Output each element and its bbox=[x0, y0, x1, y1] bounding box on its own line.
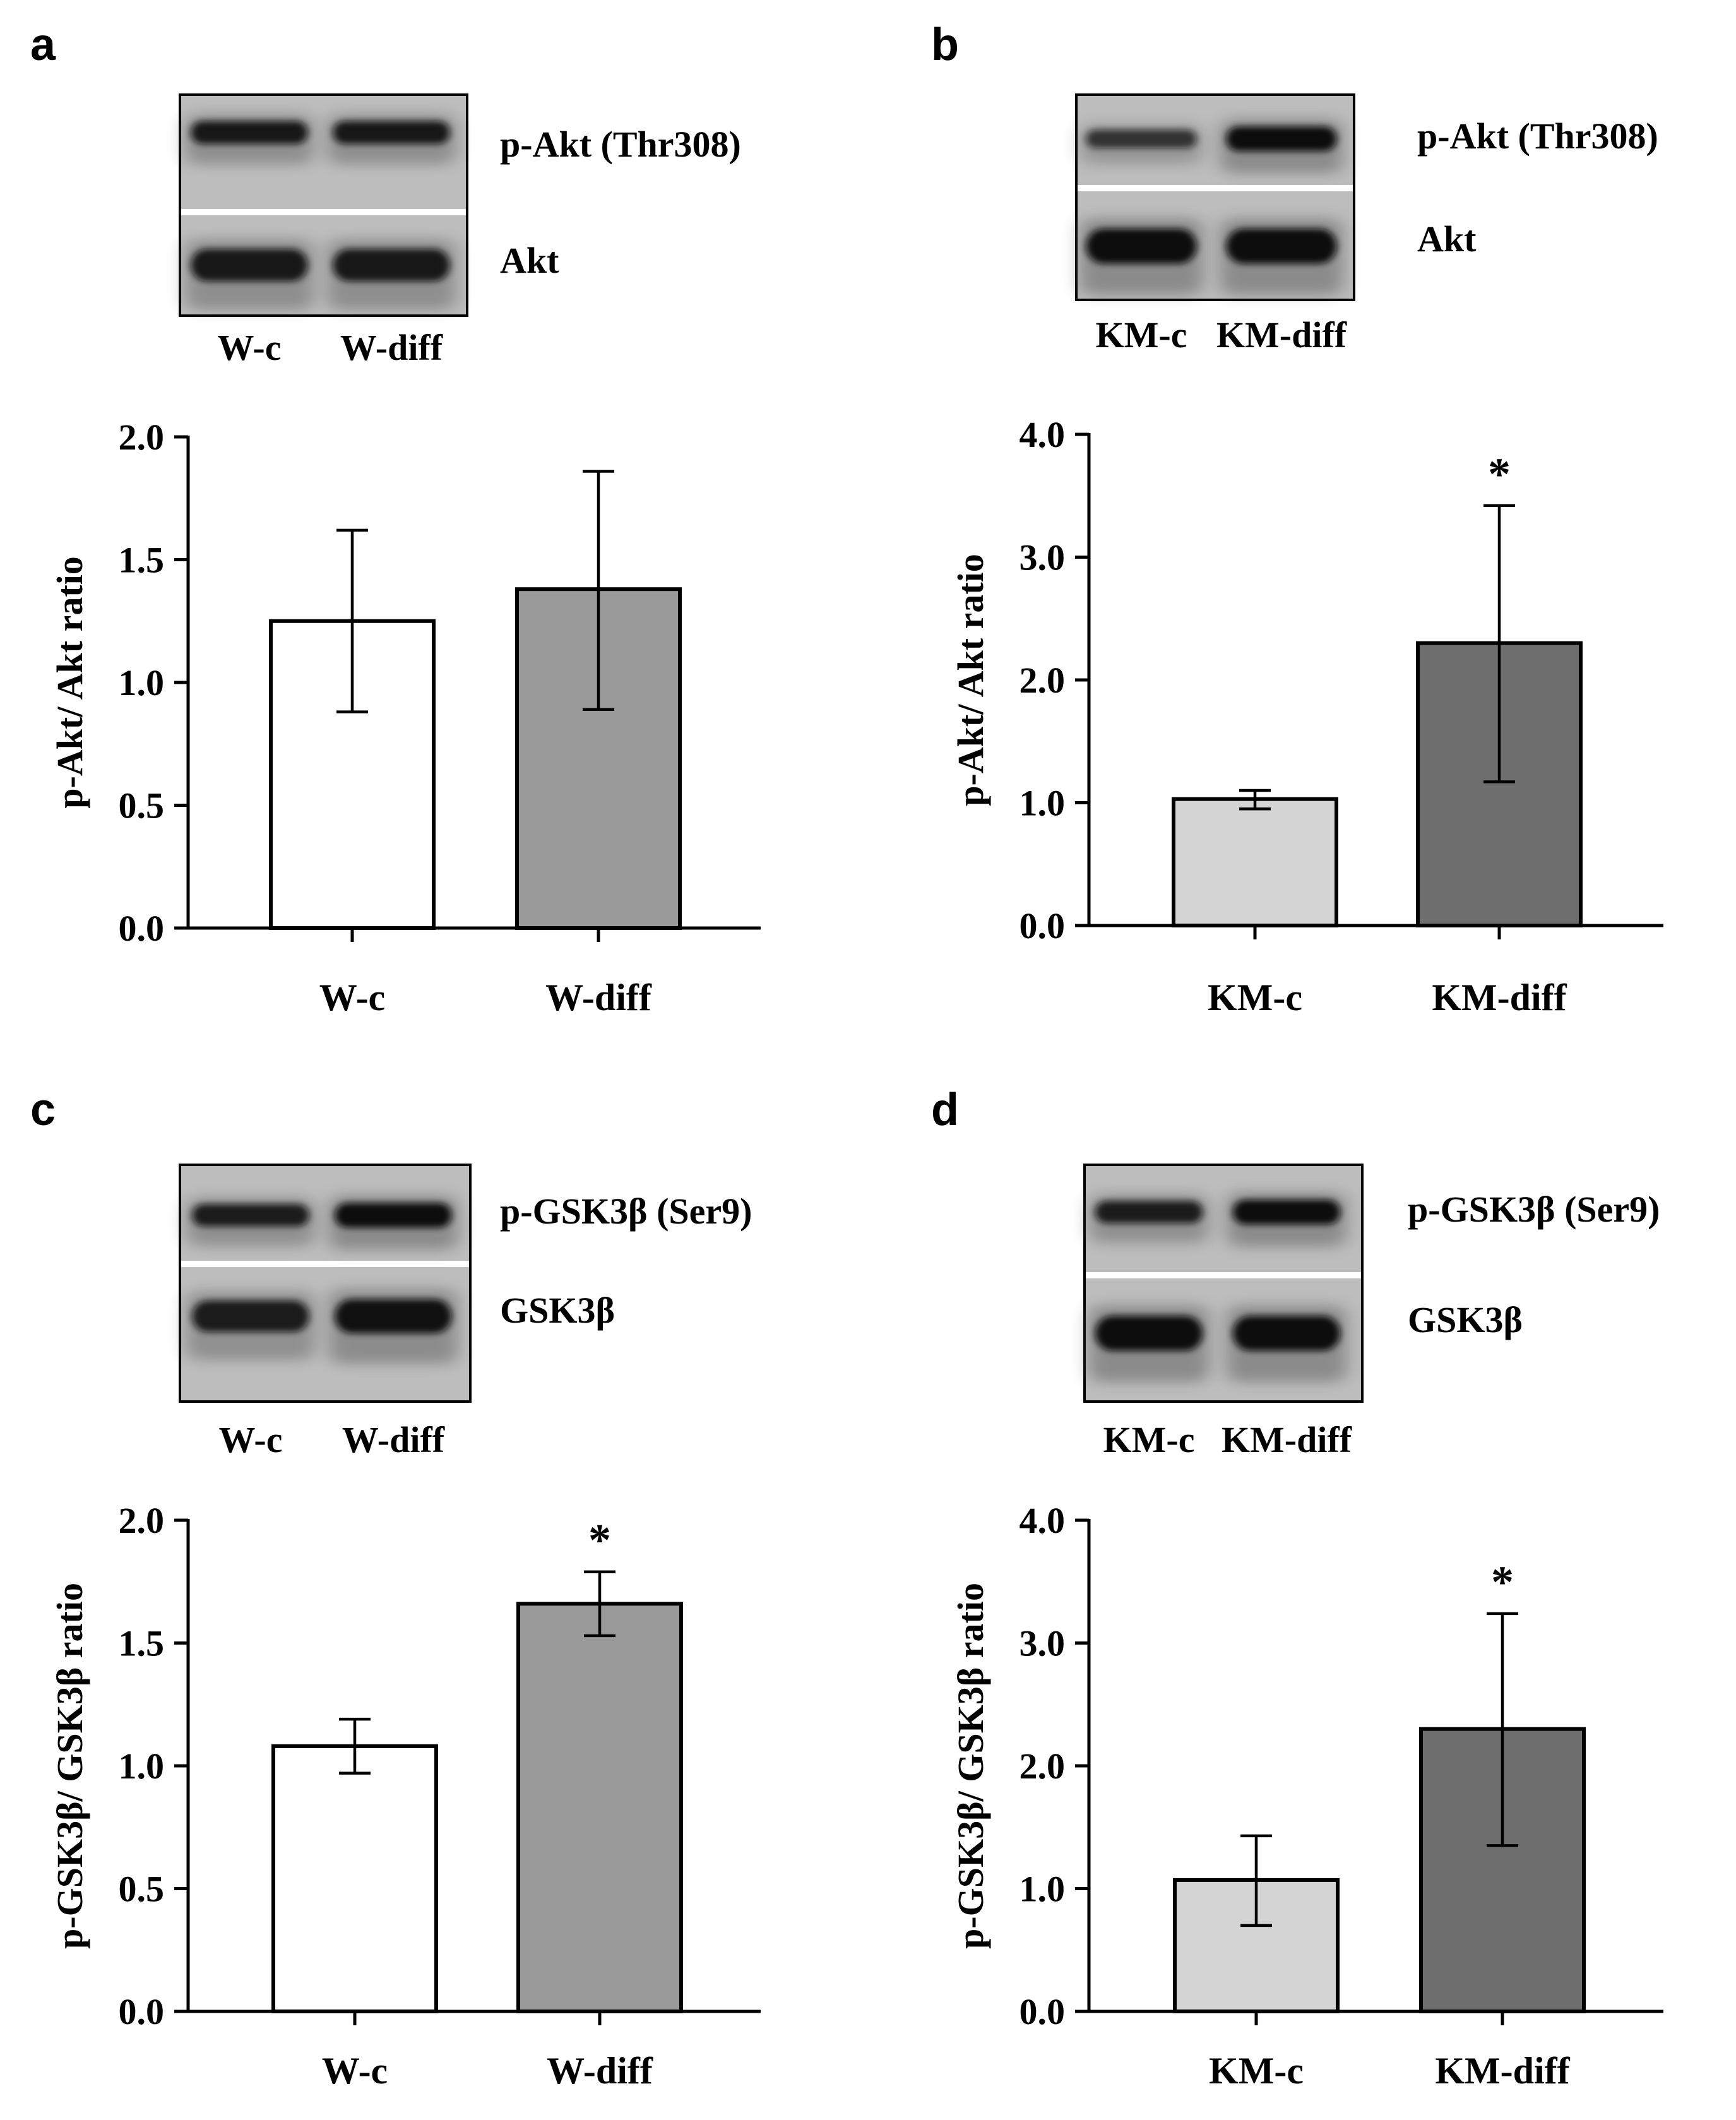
blot-divider bbox=[1078, 185, 1353, 191]
bar-W-c bbox=[271, 1744, 438, 2013]
significance-marker: * bbox=[588, 1515, 611, 1566]
blot-lane-label: W-c bbox=[219, 1419, 283, 1460]
blot-band bbox=[192, 1204, 309, 1227]
blot-band bbox=[333, 121, 450, 145]
blot-band bbox=[1095, 1201, 1203, 1224]
y-tick-label: 3.0 bbox=[1020, 1623, 1066, 1664]
panel-letter: b bbox=[931, 20, 959, 70]
blot-band bbox=[192, 1301, 309, 1332]
blot-divider bbox=[1086, 1272, 1361, 1278]
y-axis-label: p-GSK3β/ GSK3β ratio bbox=[950, 1583, 991, 1949]
blot-label-top: p-GSK3β (Ser9) bbox=[500, 1191, 752, 1232]
panel-letter: a bbox=[30, 20, 56, 70]
y-tick-label: 0.0 bbox=[1020, 1991, 1066, 2032]
bar-chart: 0.0 0.5 1.0 1.5 2.0 p-Akt/ Akt ratio W-c W-diff bbox=[49, 417, 761, 1018]
x-tick-label: KM-c bbox=[1208, 977, 1302, 1018]
blot-band bbox=[191, 121, 308, 145]
panel-a: a p-Akt (Thr308) Akt W-c W-diff 0.0 0.5 1.0 1.5 2… bbox=[30, 20, 761, 1018]
blot-band bbox=[1233, 1316, 1340, 1351]
panel-letter: c bbox=[30, 1085, 56, 1135]
y-tick-label: 1.0 bbox=[1020, 1869, 1066, 1910]
bar-chart: 0.0 1.0 2.0 3.0 4.0 p-GSK3β/ GSK3β ratio KM-c K… bbox=[950, 1500, 1663, 2092]
blot-lane-label: W-diff bbox=[342, 1419, 445, 1460]
blot-lane-label: KM-c bbox=[1096, 314, 1187, 355]
y-tick-label: 0.0 bbox=[119, 1991, 165, 2032]
blot-label-bottom: Akt bbox=[1417, 218, 1477, 259]
y-axis-label: p-Akt/ Akt ratio bbox=[950, 554, 991, 806]
blot-band bbox=[1226, 126, 1337, 152]
blot-label-bottom: Akt bbox=[500, 240, 559, 281]
y-tick-label: 2.0 bbox=[119, 1500, 165, 1541]
y-tick-label: 3.0 bbox=[1020, 537, 1066, 578]
bar-KM-c bbox=[1172, 797, 1338, 928]
y-tick-label: 1.0 bbox=[119, 662, 165, 703]
blot-label-bottom: GSK3β bbox=[500, 1290, 615, 1331]
y-tick-label: 2.0 bbox=[1020, 1746, 1066, 1787]
y-tick-label: 2.0 bbox=[119, 417, 165, 458]
blot-lane-label: W-diff bbox=[340, 327, 443, 368]
y-tick-label: 1.0 bbox=[119, 1746, 165, 1787]
bar-W-diff bbox=[516, 1602, 683, 2013]
western-blot: p-GSK3β (Ser9) GSK3β KM-c KM-diff bbox=[1083, 1164, 1660, 1460]
x-tick-label: W-diff bbox=[545, 977, 652, 1018]
y-tick-label: 2.0 bbox=[1020, 660, 1066, 701]
blot-lane-label: W-c bbox=[218, 327, 282, 368]
bar-KM-diff bbox=[1416, 641, 1583, 928]
blot-band bbox=[1226, 229, 1337, 264]
blot-lane-label: KM-c bbox=[1103, 1419, 1195, 1460]
panel-letter: d bbox=[931, 1085, 959, 1135]
panel-b: b p-Akt (Thr308) Akt KM-c KM-diff 0.0 1.0 2.0 3.… bbox=[931, 20, 1663, 1018]
western-blot: p-Akt (Thr308) Akt W-c W-diff bbox=[179, 93, 741, 368]
bar-chart: 0.0 0.5 1.0 1.5 2.0 p-GSK3β/ GSK3β ratio W-c W-… bbox=[49, 1500, 761, 2092]
x-tick-label: KM-diff bbox=[1432, 977, 1567, 1018]
panel-d: d p-GSK3β (Ser9) GSK3β KM-c KM-diff 0.0 1.0 2.0… bbox=[931, 1085, 1663, 2092]
blot-band bbox=[1095, 1316, 1203, 1351]
y-tick-label: 0.5 bbox=[119, 785, 165, 826]
blot-divider bbox=[181, 1261, 469, 1267]
y-tick-label: 4.0 bbox=[1020, 1500, 1066, 1541]
blot-label-bottom: GSK3β bbox=[1408, 1299, 1523, 1340]
western-blot: p-Akt (Thr308) Akt KM-c KM-diff bbox=[1075, 93, 1658, 355]
y-tick-label: 1.0 bbox=[1020, 783, 1066, 824]
blot-lane-label: KM-diff bbox=[1216, 314, 1347, 355]
blot-band bbox=[333, 249, 450, 282]
x-tick-label: W-diff bbox=[547, 2050, 653, 2092]
x-tick-label: KM-diff bbox=[1435, 2050, 1570, 2092]
blot-band bbox=[1233, 1200, 1340, 1225]
blot-divider bbox=[181, 209, 466, 215]
blot-lane-label: KM-diff bbox=[1222, 1419, 1352, 1460]
western-blot: p-GSK3β (Ser9) GSK3β W-c W-diff bbox=[179, 1164, 752, 1460]
panel-c: c p-GSK3β (Ser9) GSK3β W-c W-diff 0.0 0.5 1.0 1.… bbox=[30, 1085, 761, 2092]
y-tick-label: 1.5 bbox=[119, 540, 165, 581]
blot-label-top: p-Akt (Thr308) bbox=[500, 124, 741, 165]
y-tick-label: 1.5 bbox=[119, 1623, 165, 1664]
blot-band bbox=[191, 249, 308, 282]
blot-band bbox=[1086, 229, 1197, 264]
blot-band bbox=[335, 1203, 452, 1228]
y-tick-label: 0.0 bbox=[1020, 905, 1066, 946]
x-tick-label: W-c bbox=[319, 977, 385, 1018]
blot-label-top: p-GSK3β (Ser9) bbox=[1408, 1189, 1660, 1230]
significance-marker: * bbox=[1488, 449, 1511, 499]
blot-label-top: p-Akt (Thr308) bbox=[1417, 116, 1658, 157]
y-tick-label: 0.5 bbox=[119, 1869, 165, 1910]
x-tick-label: KM-c bbox=[1209, 2050, 1304, 2092]
bar-chart: 0.0 1.0 2.0 3.0 4.0 p-Akt/ Akt ratio KM-c KM-di… bbox=[950, 414, 1663, 1018]
y-tick-label: 4.0 bbox=[1020, 414, 1066, 455]
blot-band bbox=[335, 1299, 452, 1333]
y-tick-label: 0.0 bbox=[119, 908, 165, 949]
y-axis-label: p-Akt/ Akt ratio bbox=[49, 556, 90, 809]
y-axis-label: p-GSK3β/ GSK3β ratio bbox=[49, 1583, 90, 1949]
x-tick-label: W-c bbox=[322, 2050, 388, 2092]
blot-band bbox=[1086, 129, 1197, 148]
significance-marker: * bbox=[1491, 1557, 1514, 1607]
